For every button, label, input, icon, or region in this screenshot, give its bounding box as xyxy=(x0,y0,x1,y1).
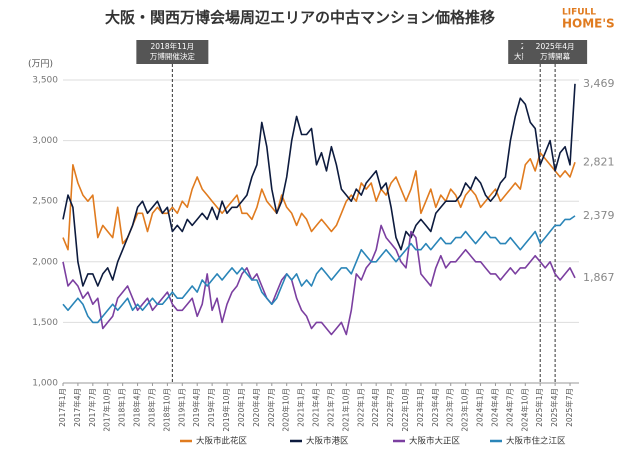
x-tick-label: 2020年4月 xyxy=(251,388,261,427)
y-tick-label: 1,000 xyxy=(32,379,58,389)
x-tick-label: 2024年4月 xyxy=(489,388,499,427)
chart-title: 大阪・関西万博会場周辺エリアの中古マンション価格推移 xyxy=(105,9,495,27)
x-tick-label: 2023年10月 xyxy=(460,388,470,432)
x-tick-label: 2019年10月 xyxy=(221,388,231,432)
series-line xyxy=(62,224,576,336)
x-tick-label: 2023年4月 xyxy=(430,388,440,427)
x-tick-label: 2017年7月 xyxy=(87,388,97,427)
x-tick-label: 2024年7月 xyxy=(504,388,514,427)
x-tick-label: 2022年4月 xyxy=(370,388,380,427)
y-tick-label: 3,000 xyxy=(32,136,58,146)
end-label: 2,379 xyxy=(583,209,615,222)
legend-label: 大阪市港区 xyxy=(306,436,349,447)
x-tick-label: 2017年4月 xyxy=(72,388,82,427)
series-line xyxy=(62,83,576,287)
x-tick-label: 2020年1月 xyxy=(236,388,246,427)
x-tick-label: 2018年4月 xyxy=(132,388,142,427)
x-tick-label: 2022年1月 xyxy=(355,388,365,427)
x-tick-label: 2021年7月 xyxy=(325,388,335,427)
x-tick-label: 2025年7月 xyxy=(564,388,574,427)
x-tick-label: 2019年7月 xyxy=(206,388,216,427)
legend-label: 大阪市此花区 xyxy=(196,436,248,447)
y-tick-label: 2,500 xyxy=(32,197,58,207)
event-label: 2018年11月 xyxy=(151,41,195,51)
event-box xyxy=(136,40,209,64)
logo: HOME'S xyxy=(562,17,615,31)
event-label: 2025年4月 xyxy=(536,41,575,51)
x-tick-label: 2022年7月 xyxy=(385,388,395,427)
x-tick-label: 2023年1月 xyxy=(415,388,425,427)
logo: LIFULL xyxy=(562,8,596,18)
series-line xyxy=(62,215,576,324)
x-tick-label: 2017年10月 xyxy=(102,388,112,432)
x-tick-label: 2020年7月 xyxy=(266,388,276,427)
x-tick-label: 2025年4月 xyxy=(549,388,559,427)
y-tick-label: 1,500 xyxy=(32,318,58,328)
x-tick-label: 2019年4月 xyxy=(191,388,201,427)
legend-label: 大阪市大正区 xyxy=(409,436,461,447)
y-tick-label: 3,500 xyxy=(32,76,58,86)
x-tick-label: 2021年4月 xyxy=(311,388,321,427)
x-tick-label: 2023年7月 xyxy=(445,388,455,427)
event-label: 万博開幕 xyxy=(540,51,570,61)
x-tick-label: 2022年10月 xyxy=(400,388,410,432)
end-label: 2,821 xyxy=(583,155,615,168)
x-tick-label: 2018年1月 xyxy=(117,388,127,427)
x-tick-label: 2021年10月 xyxy=(340,388,350,432)
x-tick-label: 2018年10月 xyxy=(161,388,171,432)
series-line xyxy=(62,151,576,251)
x-tick-label: 2025年1月 xyxy=(534,388,544,427)
x-tick-label: 2019年1月 xyxy=(176,388,186,427)
x-tick-label: 2017年1月 xyxy=(57,388,67,427)
event-label: 万博開催決定 xyxy=(150,51,195,61)
y-tick-label: 2,000 xyxy=(32,257,58,267)
y-unit: (万円) xyxy=(28,59,53,70)
x-tick-label: 2024年10月 xyxy=(519,388,529,432)
end-label: 1,867 xyxy=(583,271,615,284)
x-tick-label: 2024年1月 xyxy=(475,388,485,427)
x-tick-label: 2018年7月 xyxy=(146,388,156,427)
x-tick-label: 2021年1月 xyxy=(296,388,306,427)
end-label: 3,469 xyxy=(583,77,615,90)
x-tick-label: 2020年10月 xyxy=(281,388,291,432)
event-box xyxy=(523,40,588,64)
legend-label: 大阪市住之江区 xyxy=(506,436,566,447)
